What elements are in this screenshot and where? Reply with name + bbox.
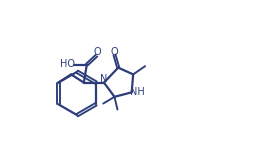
- Text: NH: NH: [130, 87, 145, 97]
- Text: N: N: [101, 74, 108, 84]
- Text: O: O: [93, 47, 101, 57]
- Text: O: O: [110, 47, 118, 57]
- Text: HO: HO: [60, 59, 75, 69]
